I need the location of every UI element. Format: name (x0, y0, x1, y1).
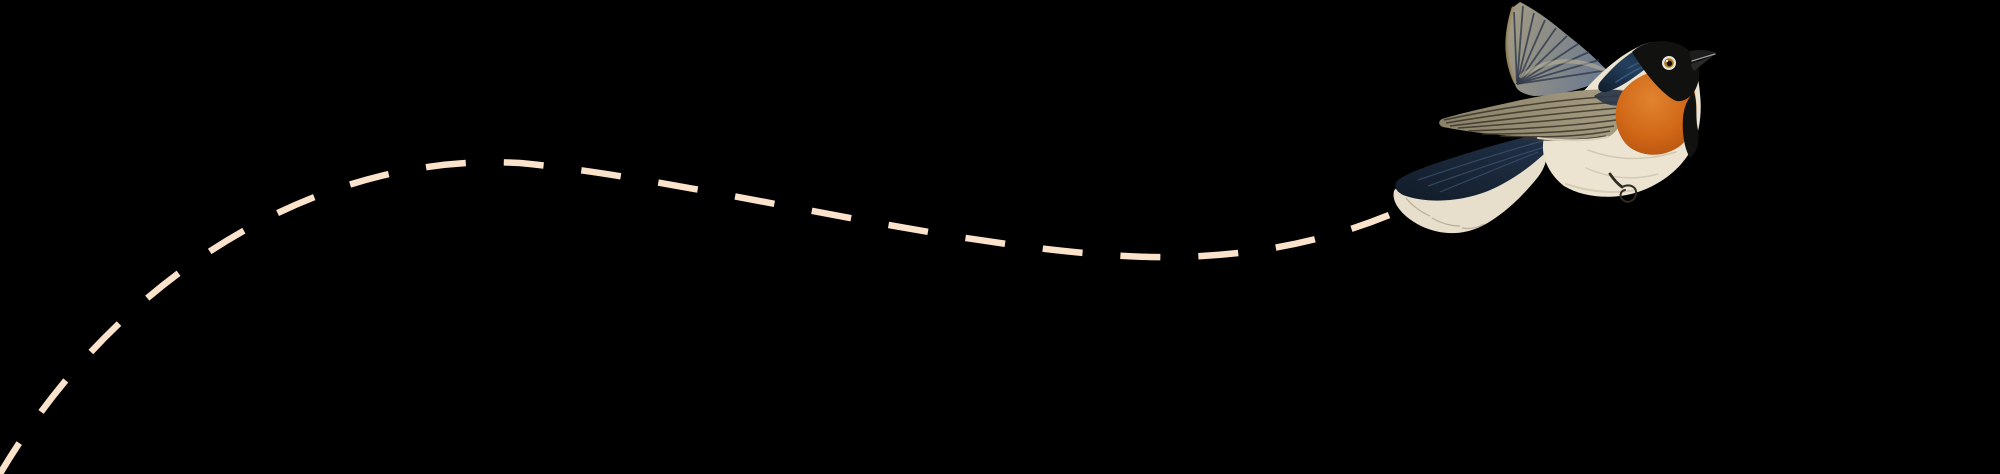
near-wing-cream-edge (1537, 136, 1609, 142)
bird-eye (1662, 56, 1676, 70)
beak-lower (1691, 55, 1714, 71)
beak-upper (1689, 49, 1717, 61)
flight-path-dashed-line (0, 158, 1412, 474)
swallow-bird-illustration (1393, 2, 1717, 234)
bird-beak (1689, 49, 1717, 71)
eye-pupil (1666, 60, 1673, 67)
bird-head-cap (1632, 41, 1700, 102)
belly-edge-shadow (1565, 183, 1637, 193)
bird-far-wing (1505, 2, 1612, 96)
foot-leg (1608, 172, 1624, 189)
bird-near-wing (1439, 89, 1628, 142)
bird-mask-crescent (1682, 92, 1699, 158)
beak-gape-line (1691, 53, 1716, 62)
near-wing-shape (1439, 89, 1628, 141)
far-wing-pale-band (1519, 59, 1606, 78)
eye-glint (1665, 59, 1669, 63)
tail-sheen-lines (1417, 139, 1549, 193)
tail-tip-scallops (1405, 197, 1485, 230)
belly-shading-lines (1585, 149, 1677, 179)
bird-foot (1608, 172, 1638, 203)
far-wing-leading-edge (1505, 6, 1517, 84)
bird-tail (1393, 130, 1557, 234)
foot-curl (1619, 184, 1638, 203)
